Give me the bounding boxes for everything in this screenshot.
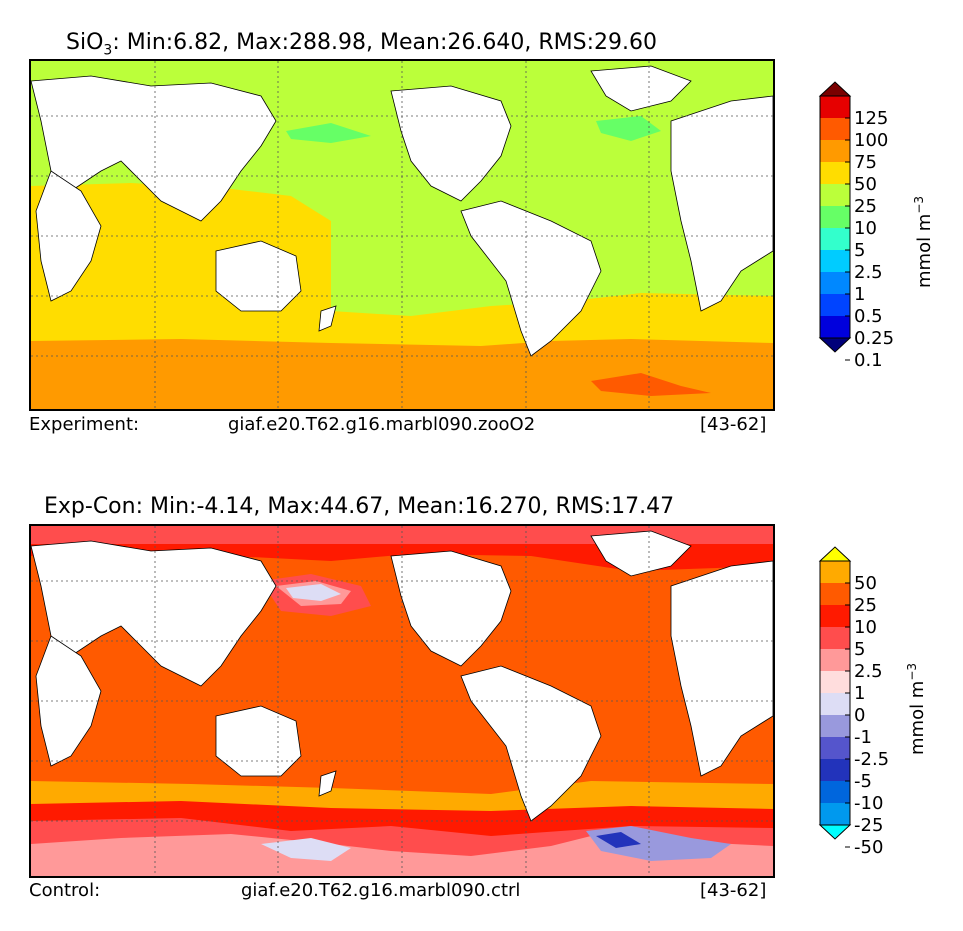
- bottom-colorbar-tick-label: 5: [854, 639, 865, 660]
- top-colorbar-tick-label: 125: [854, 108, 888, 129]
- bottom-colorbar-tick-label: 2.5: [854, 661, 883, 682]
- bottom-colorbar-segment: [820, 583, 850, 605]
- top-colorbar-tick-label: 1: [854, 284, 865, 305]
- bottom-footer-case: giaf.e20.T62.g16.marbl090.ctrl: [241, 880, 521, 901]
- top-colorbar-tick-label: 75: [854, 152, 877, 173]
- top-title-subscript: 3: [103, 42, 113, 59]
- bottom-colorbar-segment: [820, 759, 850, 781]
- top-colorbar-top-extension: [818, 81, 852, 97]
- bottom-colorbar-segment: [820, 649, 850, 671]
- top-colorbar-segment: [820, 96, 850, 118]
- bottom-colorbar-tick-label: -1: [854, 727, 872, 748]
- bottom-colorbar-top-extension: [818, 546, 852, 562]
- top-colorbar-tick-label: 2.5: [854, 262, 883, 283]
- bottom-colorbar-tick-label: -50: [854, 837, 883, 858]
- bottom-colorbar-tick-label: -10: [854, 793, 883, 814]
- top-map-panel: [29, 59, 775, 411]
- top-colorbar-tick-label: 5: [854, 240, 865, 261]
- bottom-footer-label: Control:: [29, 880, 101, 901]
- top-colorbar-tick-label: 0.5: [854, 306, 883, 327]
- top-footer-label: Experiment:: [29, 414, 140, 435]
- top-colorbar-tick-label: 50: [854, 174, 877, 195]
- bottom-map-panel: [29, 524, 775, 878]
- bottom-south-band-1: [31, 834, 773, 876]
- bottom-colorbar-tick-label: -25: [854, 815, 883, 836]
- top-colorbar-tick-label: 10: [854, 218, 877, 239]
- bottom-colorbar-units: mmol m−3: [905, 663, 928, 755]
- bottom-colorbar-segment: [820, 715, 850, 737]
- top-weddell-patch: [591, 373, 711, 396]
- top-colorbar-tick-label: 100: [854, 130, 888, 151]
- bottom-weddell-inner: [596, 832, 641, 848]
- bottom-colorbar-segment: [820, 671, 850, 693]
- bottom-colorbar-tick-label: -5: [854, 771, 872, 792]
- bottom-footer-years: [43-62]: [700, 880, 767, 901]
- top-colorbar-bottom-extension: [818, 337, 852, 353]
- top-colorbar-tick-label: 0.1: [854, 350, 883, 371]
- bottom-colorbar-bottom-extension: [818, 824, 852, 840]
- top-colorbar-segment: [820, 162, 850, 184]
- bottom-colorbar-segment: [820, 693, 850, 715]
- top-colorbar-segment: [820, 316, 850, 338]
- bottom-colorbar-tick-label: 50: [854, 573, 877, 594]
- bottom-units-exp: −3: [905, 662, 919, 681]
- bottom-colorbar-segment: [820, 561, 850, 583]
- top-map-svg: [31, 61, 773, 409]
- bottom-colorbar-tick-label: 25: [854, 595, 877, 616]
- bottom-colorbar-tick-label: 0: [854, 705, 865, 726]
- top-title-var: SiO: [66, 30, 104, 55]
- bottom-colorbar-tick-label: -2.5: [854, 749, 889, 770]
- top-southern-band-50: [31, 339, 773, 409]
- bottom-colorbar-tick-label: 1: [854, 683, 865, 704]
- bottom-npac-inner: [286, 584, 341, 601]
- top-colorbar-segment: [820, 228, 850, 250]
- bottom-ross-patch: [261, 838, 351, 861]
- bottom-colorbar-tick-label: 10: [854, 617, 877, 638]
- top-colorbar-segment: [820, 250, 850, 272]
- top-units-text: mmol m: [914, 213, 935, 288]
- top-colorbar-outline: [819, 95, 851, 339]
- top-colorbar-units: mmol m−3: [912, 196, 935, 288]
- top-colorbar-segment: [820, 272, 850, 294]
- top-npac-patch: [286, 123, 371, 143]
- bottom-colorbar-segment: [820, 803, 850, 825]
- bottom-colorbar-segment: [820, 605, 850, 627]
- top-colorbar-tick-label: 25: [854, 196, 877, 217]
- top-grid: [31, 61, 773, 409]
- bottom-units-text: mmol m: [907, 680, 928, 755]
- top-colorbar-segment: [820, 184, 850, 206]
- top-natl-patch: [596, 116, 661, 141]
- top-footer-case: giaf.e20.T62.g16.marbl090.zooO2: [228, 414, 536, 435]
- bottom-land: [31, 530, 773, 822]
- bottom-chart-title: Exp-Con: Min:-4.14, Max:44.67, Mean:16.2…: [44, 494, 675, 519]
- top-colorbar-tick-label: 0.25: [854, 328, 894, 349]
- top-colorbar-segment: [820, 118, 850, 140]
- top-chart-title: SiO3: Min:6.82, Max:288.98, Mean:26.640,…: [66, 30, 657, 58]
- top-units-exp: −3: [912, 195, 926, 214]
- top-land: [31, 65, 773, 357]
- top-footer-years: [43-62]: [700, 414, 767, 435]
- top-colorbar-segment: [820, 206, 850, 228]
- bottom-colorbar-segment: [820, 737, 850, 759]
- bottom-grid: [31, 526, 773, 876]
- top-colorbar-segment: [820, 294, 850, 316]
- top-title-stats: : Min:6.82, Max:288.98, Mean:26.640, RMS…: [112, 30, 657, 55]
- bottom-colorbar-segment: [820, 781, 850, 803]
- bottom-arctic-edge: [31, 526, 773, 544]
- bottom-colorbar-segment: [820, 627, 850, 649]
- top-colorbar-segment: [820, 140, 850, 162]
